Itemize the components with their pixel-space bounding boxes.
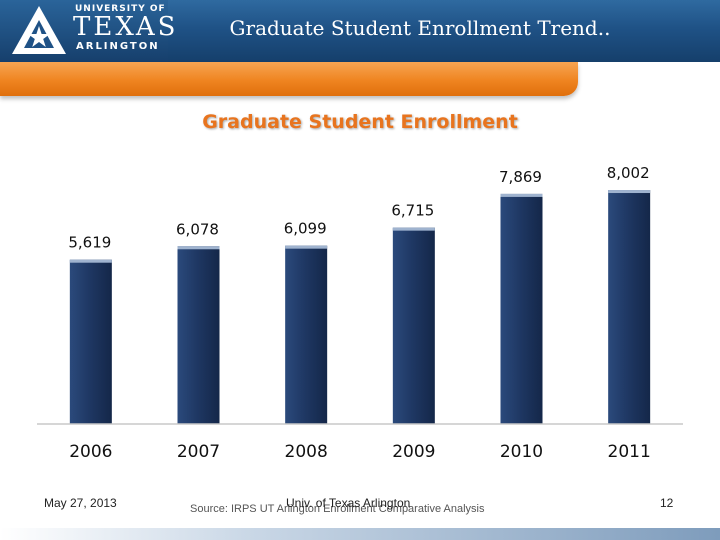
orange-accent-bar	[0, 62, 578, 96]
bar-cap-2010	[500, 193, 543, 197]
x-tick-label-2008: 2008	[285, 442, 328, 462]
x-tick-label-2006: 2006	[69, 442, 112, 462]
x-tick-label-2009: 2009	[392, 442, 435, 462]
value-label-2011: 8,002	[607, 164, 650, 182]
logo-text-university-of: UNIVERSITY OF	[75, 4, 166, 14]
bar-cap-2008	[285, 245, 328, 249]
bar-2007	[177, 246, 220, 424]
x-tick-label-2007: 2007	[177, 442, 220, 462]
header-bar: UNIVERSITY OF TEXAS ARLINGTON Graduate S…	[0, 0, 720, 62]
value-label-2007: 6,078	[176, 220, 219, 238]
star-a-logo-icon	[12, 6, 66, 54]
footer-source: Source: IRPS UT Arlington Enrollment Com…	[190, 503, 485, 515]
value-label-2010: 7,869	[499, 168, 542, 186]
university-logo: UNIVERSITY OF TEXAS ARLINGTON	[0, 0, 176, 62]
bar-2010	[500, 193, 543, 424]
bar-cap-2006	[69, 259, 112, 263]
slide-title: Graduate Student Enrollment Trend..	[229, 16, 611, 40]
page-number: 12	[660, 496, 674, 510]
value-label-2009: 6,715	[391, 202, 434, 220]
logo-text-texas: TEXAS	[73, 12, 179, 42]
x-tick-label-2011: 2011	[608, 442, 651, 462]
logo-text-arlington: ARLINGTON	[76, 41, 160, 52]
bar-2011	[608, 190, 651, 424]
bar-cap-2007	[177, 246, 220, 250]
bar-2009	[392, 227, 435, 424]
bar-2006	[69, 259, 112, 424]
bar-cap-2009	[392, 227, 435, 231]
x-tick-label-2010: 2010	[500, 442, 543, 462]
bottom-decor-strip	[0, 528, 720, 540]
bar-2008	[285, 245, 328, 424]
footer-date: May 27, 2013	[44, 496, 117, 510]
footer-institution: Univ. of Texas Arlington	[286, 496, 411, 510]
chart-title: Graduate Student Enrollment	[202, 111, 518, 133]
value-label-2008: 6,099	[284, 220, 327, 238]
value-label-2006: 5,619	[68, 234, 111, 252]
bar-cap-2011	[608, 190, 651, 194]
